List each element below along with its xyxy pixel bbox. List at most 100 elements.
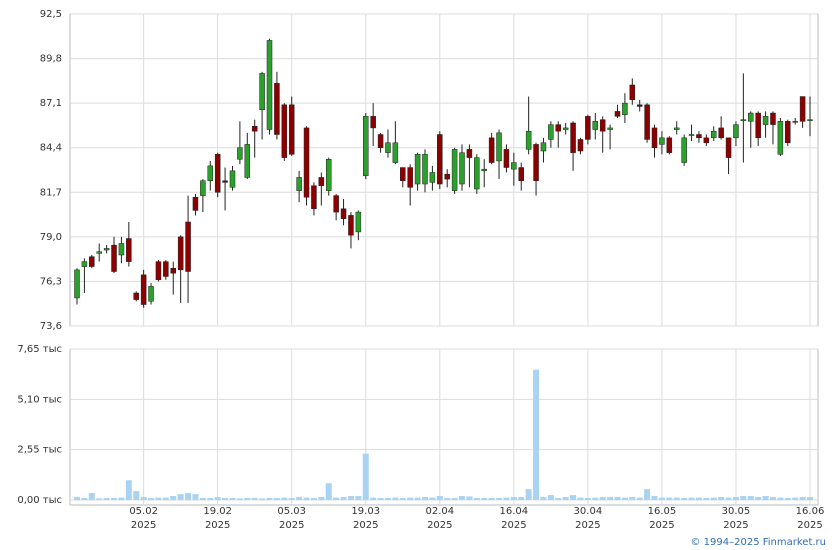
candle-body — [785, 121, 791, 144]
volume-bar — [436, 496, 443, 500]
candle-body — [503, 149, 510, 168]
volume-bar — [496, 498, 503, 500]
candle-body — [118, 243, 125, 256]
candle-body — [163, 261, 169, 277]
candle-body — [281, 104, 288, 158]
x-tick-label: 02.04 — [425, 506, 454, 517]
volume-bar — [251, 498, 258, 500]
candle-body — [318, 177, 325, 186]
volume-bar — [510, 497, 517, 500]
volume-bar — [792, 497, 799, 500]
volume-bar — [244, 498, 251, 500]
candle-body — [377, 134, 384, 148]
candle-body — [659, 137, 665, 145]
volume-bar — [310, 498, 317, 500]
volume-bar — [777, 497, 784, 500]
volume-bar — [384, 498, 391, 500]
candle-body — [244, 144, 251, 178]
volume-bar — [333, 497, 340, 500]
volume-bar — [732, 497, 739, 500]
volume-bar — [222, 498, 229, 500]
y-tick-label: 92,5 — [40, 9, 62, 20]
volume-bar — [555, 498, 562, 500]
candle-body — [148, 286, 154, 302]
volume-bar — [185, 493, 192, 500]
candle-body — [740, 119, 747, 121]
volume-bar — [473, 498, 480, 500]
volume-bar — [281, 497, 288, 500]
candle-body — [414, 154, 421, 185]
volume-bar — [148, 498, 155, 500]
candle-body — [274, 83, 280, 135]
candle-body — [599, 119, 606, 132]
volume-bar — [755, 497, 762, 500]
volume-bar — [377, 498, 384, 500]
volume-bar — [718, 497, 725, 500]
candle-body — [266, 40, 273, 130]
x-tick-label: 05.03 — [277, 506, 306, 517]
volume-bar — [318, 497, 325, 500]
volume-bar — [747, 496, 754, 500]
candle-body — [577, 139, 584, 152]
x-tick-label: 19.02 — [203, 506, 232, 517]
candle-body — [644, 104, 650, 140]
x-tick-label: 2025 — [279, 520, 304, 531]
candle-body — [385, 142, 391, 153]
y-tick-label: 5,10 тыс — [17, 394, 62, 405]
volume-bar — [288, 498, 295, 500]
candle-body — [429, 172, 436, 183]
volume-bar — [229, 498, 236, 500]
volume-bar — [162, 497, 169, 500]
volume-bar — [444, 498, 451, 500]
volume-bar — [762, 496, 769, 500]
volume-bar — [303, 497, 310, 500]
volume-bar — [607, 497, 614, 500]
candle-body — [459, 152, 465, 185]
candle-body — [555, 124, 562, 132]
candle-body — [81, 261, 88, 267]
volume-bar — [133, 491, 140, 500]
candle-body — [126, 238, 132, 262]
candle-body — [799, 96, 806, 122]
candle-body — [251, 126, 258, 132]
volume-bar — [562, 497, 569, 500]
candle-body — [207, 165, 214, 181]
volume-bar — [81, 498, 88, 500]
volume-bar — [644, 489, 651, 500]
candle-body — [155, 261, 162, 281]
volume-bar — [296, 497, 303, 500]
y-tick-label: 81,7 — [40, 187, 62, 198]
footer-link[interactable]: © 1994–2025 Finmarket.ru — [690, 537, 826, 548]
candle-body — [222, 180, 228, 183]
volume-bar — [695, 497, 702, 500]
volume-bar — [525, 489, 532, 500]
x-tick-label: 2025 — [353, 520, 378, 531]
volume-bar — [769, 497, 776, 500]
x-tick-label: 16.06 — [796, 506, 825, 517]
x-tick-label: 19.03 — [351, 506, 380, 517]
candle-body — [370, 116, 376, 129]
candle-body — [237, 147, 243, 160]
candle-body — [170, 267, 177, 274]
candle-body — [696, 134, 702, 139]
volume-bar — [577, 497, 584, 500]
candle-body — [725, 137, 732, 158]
volume-bar — [199, 498, 206, 500]
volume-bar — [273, 498, 280, 500]
x-tick-label: 30.04 — [574, 506, 603, 517]
volume-bar — [518, 497, 525, 500]
volume-bar — [125, 480, 132, 500]
candle-body — [570, 122, 576, 153]
candle-body — [681, 137, 687, 163]
candle-body — [185, 221, 191, 272]
candle-body — [629, 84, 636, 101]
volume-bar — [725, 497, 732, 500]
volume-bar — [688, 497, 695, 500]
volume-bar — [140, 497, 147, 500]
candle-body — [548, 124, 554, 140]
volume-bar — [88, 493, 95, 500]
volume-frame — [69, 348, 819, 506]
volume-bar — [592, 497, 599, 500]
candle-body — [400, 167, 406, 181]
